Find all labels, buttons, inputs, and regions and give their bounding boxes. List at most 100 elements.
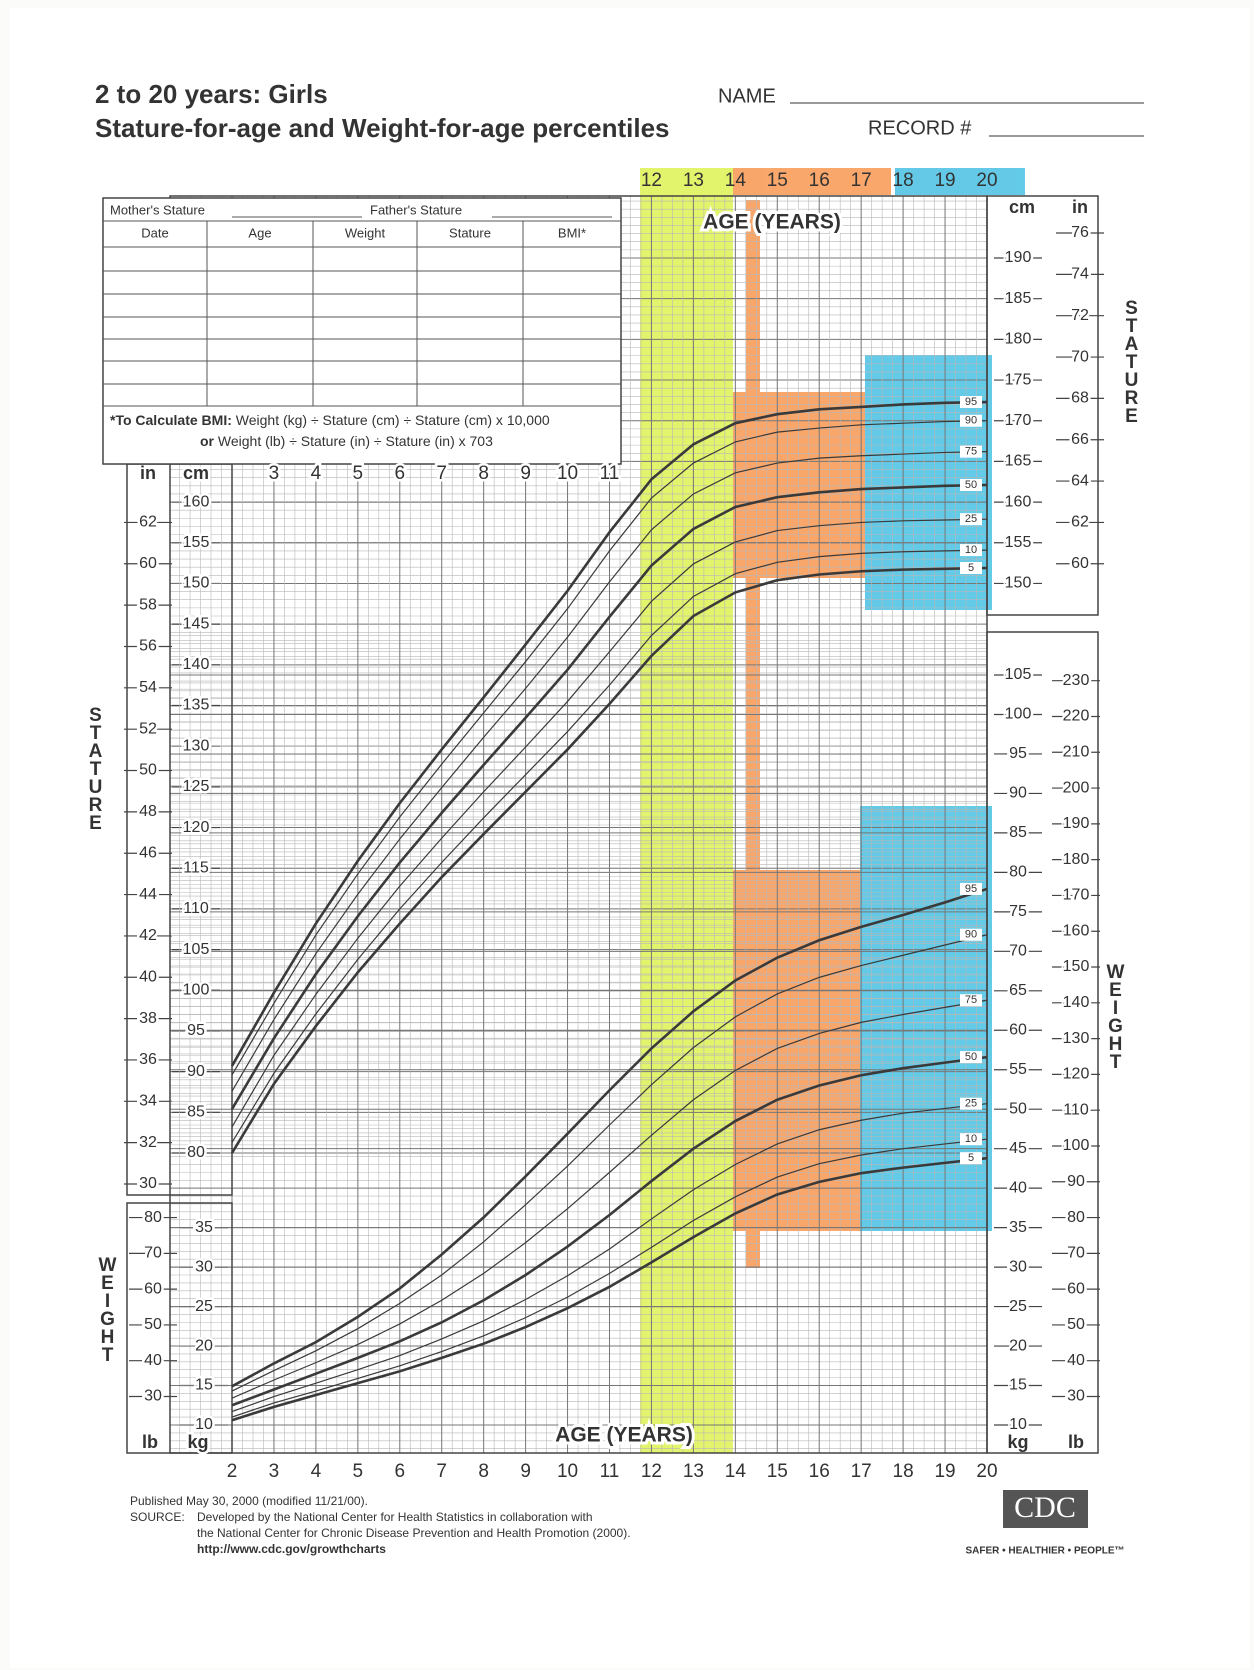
percentile-label: 90: [965, 415, 977, 427]
y2-tick-label: 30: [139, 1175, 157, 1192]
y-tick-label: 50: [1009, 1100, 1027, 1117]
x-tick-label: 18: [893, 170, 914, 191]
label-bg: [960, 544, 982, 557]
unit-label: lb: [1068, 1432, 1084, 1452]
x-tick-label: 15: [767, 170, 788, 191]
x-tick-label: 15: [767, 1461, 788, 1482]
column-header: Weight: [345, 225, 386, 240]
record-table: Mother's Stature Father's Stature Date A…: [102, 197, 622, 465]
y2-tick-label: 30: [144, 1388, 162, 1405]
label-bg: [960, 994, 982, 1007]
percentile-label: 25: [965, 1098, 977, 1110]
y2-tick-label: 62: [1071, 514, 1089, 531]
y2-tick-label: 52: [139, 720, 157, 737]
percentile-curve: [231, 1156, 988, 1422]
y2-tick-label: 76: [1071, 224, 1089, 241]
label-bg: [960, 414, 982, 427]
y-tick-label: 110: [183, 900, 209, 917]
y-tick-label: 80: [187, 1144, 205, 1161]
source-label: SOURCE:: [130, 1510, 185, 1524]
percentile-label: 25: [965, 513, 977, 525]
y2-tick-label: 80: [144, 1209, 162, 1226]
y2-tick-label: 50: [144, 1316, 162, 1333]
fathers-stature: Father's Stature: [370, 202, 462, 217]
x-tick-label: 5: [353, 463, 364, 484]
x-tick-label: 10: [557, 463, 578, 484]
y-tick-label: 80: [1009, 864, 1027, 881]
x-tick-label: 7: [436, 1461, 447, 1482]
x-tick-label: 6: [394, 463, 405, 484]
x-axis-label: AGE (YEARS): [703, 211, 841, 234]
y-tick-label: 90: [1009, 785, 1027, 802]
y-tick-label: 170: [1005, 412, 1032, 429]
y2-tick-label: 190: [1063, 815, 1090, 832]
y-tick-label: 160: [1005, 493, 1032, 510]
label-bg: [960, 561, 982, 574]
x-tick-label: 4: [311, 1461, 322, 1482]
y-tick-label: 85: [1009, 824, 1027, 841]
y2-tick-label: 64: [1071, 472, 1089, 489]
bmi-label: *To Calculate BMI:: [110, 412, 232, 428]
bmi-formula: Weight (kg) ÷ Stature (cm) ÷ Stature (cm…: [236, 412, 550, 428]
y-tick-label: 120: [183, 819, 210, 836]
y-tick-label: 130: [183, 737, 210, 754]
percentile-curve: [231, 1055, 988, 1407]
y2-tick-label: 210: [1063, 743, 1090, 760]
x-axis-label: AGE (YEARS): [555, 1424, 693, 1447]
y2-tick-label: 150: [1063, 958, 1090, 975]
x-tick-label: 16: [809, 170, 830, 191]
subtitle: Stature-for-age and Weight-for-age perce…: [95, 113, 670, 143]
x-tick-label: 4: [311, 463, 322, 484]
percentile-curve: [231, 518, 988, 1128]
label-bg: [960, 396, 982, 409]
x-tick-label: 3: [269, 1461, 280, 1482]
highlight-orange: [733, 168, 891, 195]
y-tick-label: 10: [195, 1416, 213, 1433]
column-header: BMI*: [558, 225, 586, 240]
logo-box: [1003, 1490, 1088, 1528]
y2-tick-label: 60: [144, 1280, 162, 1297]
label-bg: [960, 513, 982, 526]
y2-tick-label: 230: [1063, 672, 1090, 689]
y-tick-label: 70: [1009, 943, 1027, 960]
x-tick-label: 11: [600, 463, 620, 484]
unit-label: in: [1072, 197, 1088, 217]
y2-tick-label: 72: [1071, 307, 1089, 324]
y2-tick-label: 200: [1063, 779, 1090, 796]
unit-label: cm: [1009, 197, 1035, 217]
y2-tick-label: 220: [1063, 708, 1090, 725]
y-tick-label: 20: [1009, 1337, 1027, 1354]
label-bg: [960, 445, 982, 458]
unit-label: in: [140, 463, 156, 483]
y2-tick-label: 58: [139, 596, 157, 613]
highlight-blue: [895, 168, 1025, 195]
y2-tick-label: 70: [1067, 1245, 1085, 1262]
y2-tick-label: 40: [144, 1352, 162, 1369]
y2-tick-label: 40: [1067, 1352, 1085, 1369]
y2-tick-label: 60: [1071, 555, 1089, 572]
x-tick-label: 14: [725, 170, 747, 191]
y-tick-label: 150: [183, 575, 210, 592]
x-tick-label: 13: [683, 170, 704, 191]
y2-tick-label: 110: [1063, 1101, 1089, 1118]
y2-tick-label: 60: [139, 555, 157, 572]
y-tick-label: 105: [1005, 666, 1032, 683]
x-tick-label: 17: [851, 170, 872, 191]
percentile-curve: [231, 549, 988, 1143]
bmi-note: or Weight (lb) ÷ Stature (in) ÷ Stature …: [200, 433, 493, 449]
y2-tick-label: 36: [139, 1051, 157, 1068]
y-tick-label: 20: [195, 1337, 213, 1354]
percentile-curve: [230, 483, 988, 1110]
y-tick-label: 75: [1009, 903, 1027, 920]
x-tick-label: 16: [809, 1461, 830, 1482]
x-tick-label: 9: [520, 463, 531, 484]
unit-label: cm: [183, 463, 209, 483]
x-tick-label: 19: [934, 1461, 955, 1482]
y-tick-label: 140: [183, 656, 210, 673]
x-tick-label: 12: [641, 1461, 662, 1482]
y-tick-label: 15: [195, 1377, 213, 1394]
y-tick-label: 10: [1009, 1416, 1027, 1433]
y2-tick-label: 120: [1063, 1066, 1090, 1083]
label-bg: [960, 479, 982, 492]
y2-tick-label: 54: [139, 679, 157, 696]
